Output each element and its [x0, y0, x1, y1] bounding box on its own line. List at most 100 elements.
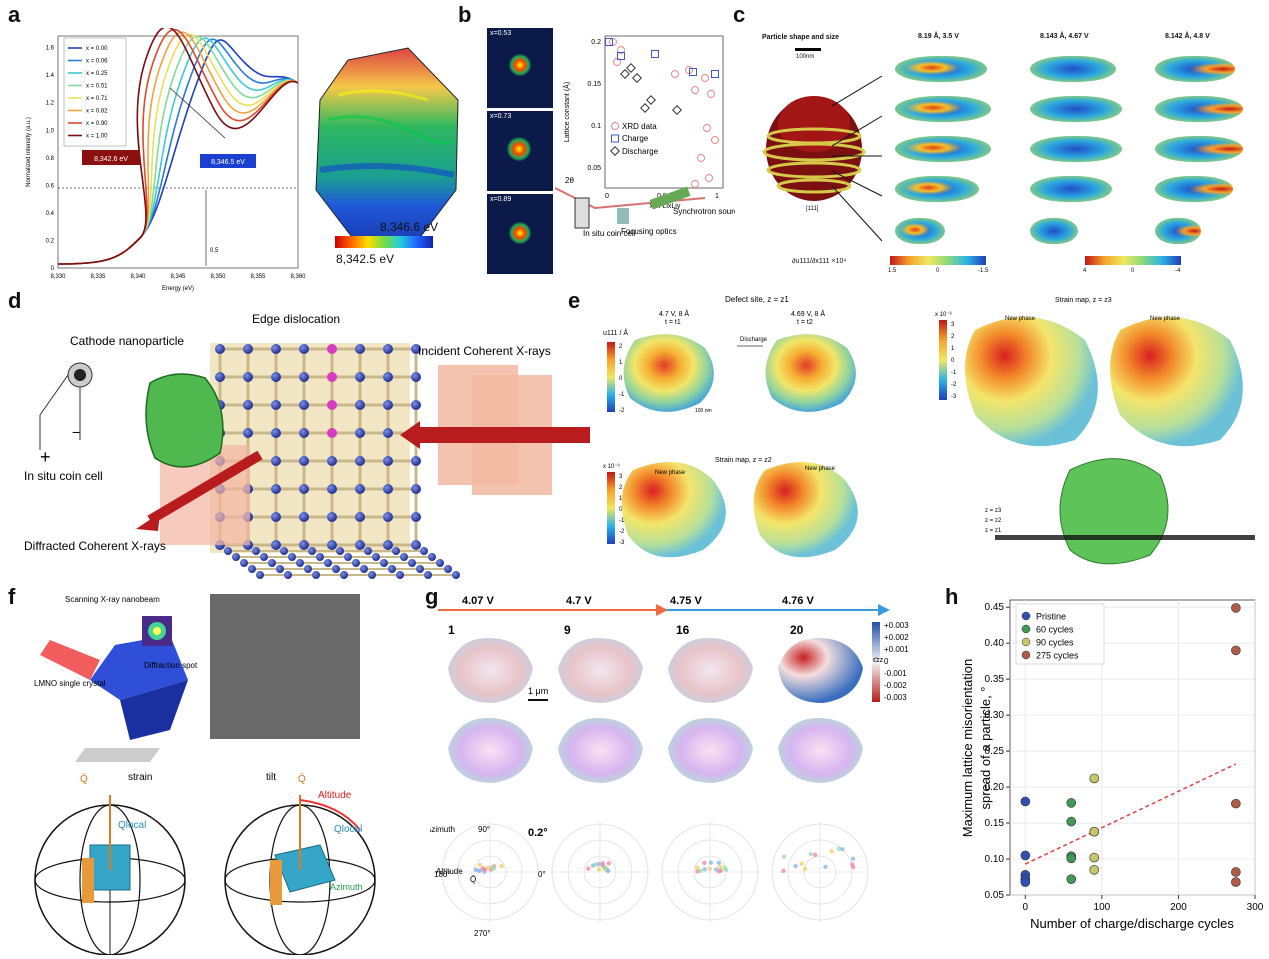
panel-a-xanes-plot: 00.20.40.60.81.01.21.41.6 8,330 8,335 8,34… [20, 28, 310, 296]
lattice-atom [271, 344, 281, 354]
crystal-label: LMNO single crystal [34, 679, 106, 688]
b-ytick: 0.15 [587, 81, 601, 88]
cond1: 4.7 V, 8 Å [659, 309, 689, 318]
e-utick: -1 [619, 392, 625, 398]
h-point [1231, 867, 1240, 876]
lattice-atom [299, 540, 309, 550]
strain-map [448, 638, 533, 703]
new-phase-3: New phase [1005, 316, 1036, 322]
c-arrow [832, 186, 882, 241]
panel-label-c: c [733, 2, 745, 28]
z2: z = z2 [985, 518, 1002, 524]
polar-point [499, 864, 503, 868]
polar-point [851, 865, 855, 869]
diffraction-pattern-3: x=0.89 [487, 194, 553, 274]
h-legend-marker [1022, 625, 1030, 633]
lattice-atom [411, 400, 421, 410]
lattice-atom [340, 571, 348, 579]
lattice-atom [260, 553, 268, 561]
h-legend-label: 90 cycles [1036, 638, 1074, 648]
e-stick2: 1 [951, 346, 955, 352]
lattice-atom [316, 553, 324, 561]
g-cbtick: +0.001 [884, 645, 909, 654]
legend-discharge: Discharge [622, 147, 659, 156]
lattice-atom [327, 400, 337, 410]
strain-map [558, 638, 643, 703]
lattice-atom [280, 547, 288, 555]
g-cbtick: 0 [884, 657, 889, 666]
lattice-atom [411, 372, 421, 382]
strain-slice [895, 136, 991, 162]
lattice-atom [299, 400, 309, 410]
lattice-atom [411, 484, 421, 494]
polar-point [718, 865, 722, 869]
g-cycle: 9 [564, 623, 571, 637]
new-phase-2: New phase [805, 466, 836, 472]
pattern-label-3: x=0.89 [490, 196, 511, 203]
a-xtick: 8,335 [90, 274, 106, 280]
lattice-atom [271, 428, 281, 438]
lattice-atom [327, 484, 337, 494]
lattice-atom [428, 553, 436, 561]
lattice-atom [271, 456, 281, 466]
diffraction-pattern-2: x=0.73 [487, 111, 553, 191]
polar-point [813, 853, 817, 857]
strain-title-2: Strain map, z = z3 [1055, 297, 1112, 304]
e-utick: 1 [619, 360, 623, 366]
b-ytick: 0.2 [591, 39, 601, 46]
q-left: Q̄ [80, 772, 88, 785]
lattice-atom [215, 372, 225, 382]
h-point [1090, 865, 1099, 874]
pattern-label-1: x=0.53 [490, 30, 511, 37]
strain-slice [895, 176, 979, 202]
h-point [1090, 827, 1099, 836]
lattice-atom [327, 512, 337, 522]
panel-label-e: e [568, 288, 580, 314]
g-scale: 1 μm [528, 686, 548, 696]
strain-slice [1155, 176, 1233, 202]
lattice-atom [248, 565, 256, 573]
lattice-atom [271, 400, 281, 410]
h-ytick: 0.35 [985, 674, 1005, 685]
q-right: Q̄ [298, 772, 306, 785]
new-phase-4: New phase [1150, 316, 1181, 322]
lattice-atom [271, 372, 281, 382]
lattice-atom [360, 565, 368, 573]
a-ytick: 0.6 [46, 183, 55, 189]
strain-slice [1030, 136, 1122, 162]
lattice-atom [327, 456, 337, 466]
lattice-atom [271, 512, 281, 522]
a-ytick: 1.6 [46, 46, 55, 52]
e-stick2: -2 [951, 382, 957, 388]
panel-label-f: f [8, 584, 15, 610]
g-altitude: Altitude [436, 867, 463, 876]
c-colorbar-2 [1085, 256, 1181, 265]
polar-point [492, 866, 496, 870]
e-stick2: 2 [951, 334, 955, 340]
b-ytick: 0.05 [587, 165, 601, 172]
colorbar-min-label: 8,342.5 eV [336, 252, 394, 266]
panel-d-schematic: + − Cathode nanoparticle Edge dislocatio… [20, 305, 600, 590]
c-arrow [832, 76, 882, 106]
lattice-atom [383, 512, 393, 522]
polar-point [695, 865, 699, 869]
h-point [1021, 851, 1030, 860]
e-utick: -2 [619, 408, 625, 414]
legend-entry: x = 0.82 [86, 109, 108, 115]
lattice-atom [243, 344, 253, 354]
e-stick: -3 [619, 540, 625, 546]
lattice-atom [296, 559, 304, 567]
polar-point [717, 861, 721, 865]
a-ytick: 1.2 [46, 101, 55, 107]
lattice-atom [299, 484, 309, 494]
col-title-2: 8.143 Å, 4.67 V [1040, 33, 1089, 40]
g-cycle: 20 [790, 623, 804, 637]
qlocal-right: Qlocal [334, 824, 362, 835]
polar-point [477, 869, 481, 873]
panel-h-chart: 0.050.100.150.200.250.300.350.400.45 0 10… [950, 592, 1265, 952]
h-point [1090, 853, 1099, 862]
lattice-atom [383, 400, 393, 410]
lattice-atom [355, 428, 365, 438]
h-ytick: 0.10 [985, 854, 1005, 865]
diffraction-pattern-1: x=0.53 [487, 28, 553, 108]
